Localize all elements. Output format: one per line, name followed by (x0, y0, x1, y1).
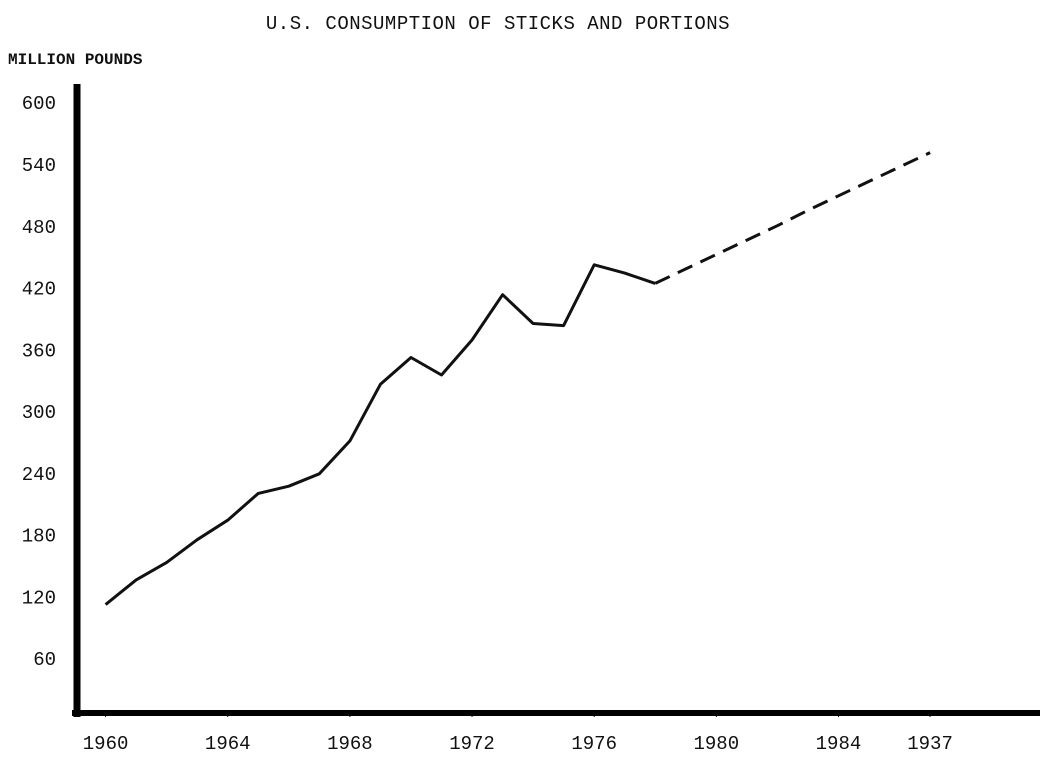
data-line (654, 151, 931, 285)
x-tick-label: 1968 (327, 733, 373, 755)
x-tick-label: 1972 (449, 733, 495, 755)
y-tick-label: 600 (22, 93, 56, 115)
y-tick-label: 300 (22, 402, 56, 424)
x-tick-label: 1980 (694, 733, 740, 755)
y-tick-label: 180 (22, 526, 56, 548)
x-tick-label: 1976 (571, 733, 617, 755)
y-tick-label: 120 (22, 587, 56, 609)
y-tick-label: 240 (22, 464, 56, 486)
y-tick-label: 480 (22, 217, 56, 239)
y-tick-label: 360 (22, 340, 56, 362)
x-tick-label: 1984 (816, 733, 862, 755)
chart-title: U.S. CONSUMPTION OF STICKS AND PORTIONS (266, 13, 730, 35)
y-axis-label: MILLION POUNDS (8, 51, 143, 69)
y-tick-label: 540 (22, 155, 56, 177)
x-tick-label: 1960 (83, 733, 129, 755)
x-tick-label: 1964 (205, 733, 251, 755)
y-tick-label: 60 (33, 649, 56, 671)
data-line (104, 263, 656, 606)
x-tick-label: 1937 (907, 733, 953, 755)
y-tick-label: 420 (22, 279, 56, 301)
